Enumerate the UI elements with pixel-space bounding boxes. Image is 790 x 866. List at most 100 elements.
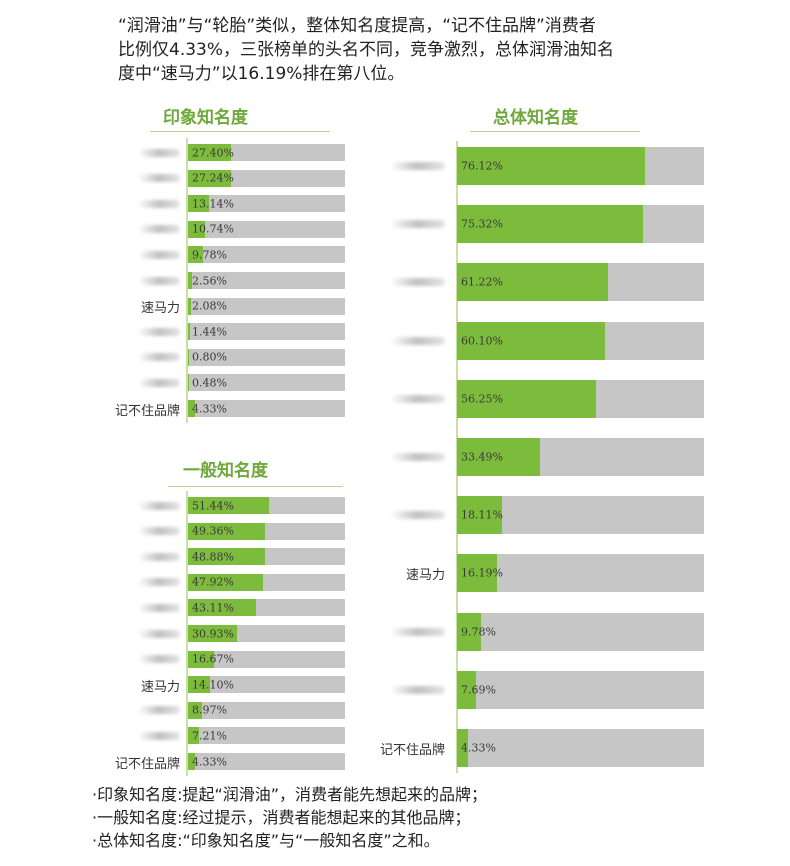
- bar-track: 7.21%: [188, 727, 345, 745]
- blurred-brand-label: [138, 225, 180, 234]
- bar: [188, 753, 195, 770]
- bar-track: 56.25%: [457, 379, 704, 418]
- blurred-brand-label: [390, 453, 445, 461]
- blurred-brand-label: [138, 706, 180, 715]
- bar-track: 75.32%: [457, 205, 704, 244]
- blurred-brand-label: [138, 250, 180, 259]
- blurred-brand-label: [138, 578, 180, 587]
- bar: [188, 548, 265, 566]
- data-label: 27.24%: [192, 171, 234, 185]
- data-label: 56.25%: [461, 392, 503, 406]
- bar: [188, 676, 211, 694]
- bar-track: 8.97%: [188, 701, 345, 719]
- bar: [457, 554, 497, 593]
- bar-track: 10.74%: [188, 220, 345, 238]
- bar: [457, 729, 468, 767]
- bar: [188, 195, 209, 213]
- data-label: 9.78%: [461, 625, 496, 639]
- data-label: 2.08%: [192, 299, 227, 313]
- data-label: 14.10%: [192, 678, 234, 692]
- title-underline: [168, 486, 343, 487]
- bar: [188, 522, 266, 540]
- bar-track: 47.92%: [188, 573, 345, 591]
- bar-track: 51.44%: [188, 497, 345, 514]
- blurred-brand-label: [390, 278, 445, 287]
- blurred-brand-label: [390, 685, 445, 694]
- data-label: 10.74%: [192, 222, 234, 236]
- data-label: 13.14%: [192, 197, 234, 211]
- bar-track: 48.88%: [188, 548, 345, 566]
- bar-track: 27.40%: [188, 144, 345, 161]
- bar-track: 30.93%: [188, 625, 345, 642]
- bar: [188, 220, 205, 238]
- data-label: 49.36%: [192, 524, 234, 538]
- bar: [457, 205, 644, 244]
- data-label: 33.49%: [461, 450, 503, 464]
- bar: [188, 144, 232, 161]
- bar: [188, 323, 191, 341]
- data-label: 18.11%: [461, 508, 503, 522]
- bar-track: 2.08%: [188, 297, 345, 315]
- bar-track: 0.48%: [188, 374, 345, 392]
- blurred-brand-label: [138, 655, 180, 664]
- data-label: 51.44%: [192, 499, 234, 512]
- bar-track: 9.78%: [188, 246, 345, 264]
- bar: [188, 374, 189, 392]
- note-line: ·印象知名度:提起“润滑油”，消费者能先想起来的品牌；: [92, 785, 488, 804]
- blurred-brand-label: [138, 603, 180, 612]
- category-label: 记不住品牌: [114, 756, 180, 772]
- bar: [188, 727, 200, 745]
- bar: [457, 147, 646, 185]
- blurred-brand-label: [390, 220, 445, 229]
- intro-line: 度中“速马力”以16.19%排在第八位。: [118, 64, 405, 84]
- chart-title: 一般知名度: [183, 461, 268, 481]
- bar-track: 27.24%: [188, 169, 345, 187]
- chart-title: 印象知名度: [163, 108, 248, 128]
- data-label: 30.93%: [192, 627, 234, 640]
- title-underline: [150, 131, 330, 132]
- blurred-brand-label: [138, 552, 180, 561]
- bar-track: 13.14%: [188, 195, 345, 213]
- bar: [188, 650, 215, 668]
- bar-track: 4.33%: [188, 753, 345, 770]
- definition-notes: ·印象知名度:提起“润滑油”，消费者能先想起来的品牌； ·一般知名度:经过提示，…: [92, 783, 487, 852]
- blurred-brand-label: [390, 394, 445, 403]
- chart-axis: [186, 491, 188, 776]
- bar-track: 60.10%: [457, 321, 704, 360]
- blurred-brand-label: [138, 276, 180, 285]
- bar: [188, 348, 190, 366]
- blurred-brand-label: [390, 511, 445, 520]
- bar: [188, 701, 203, 719]
- data-label: 4.33%: [192, 402, 227, 415]
- data-label: 9.78%: [192, 248, 227, 262]
- blurred-brand-label: [138, 629, 180, 638]
- blurred-brand-label: [138, 501, 180, 510]
- bar-track: 76.12%: [457, 147, 704, 185]
- data-label: 48.88%: [192, 550, 234, 564]
- bar: [188, 246, 204, 264]
- title-underline: [470, 131, 640, 132]
- data-label: 8.97%: [192, 703, 227, 717]
- intro-line: 比例仅4.33%，三张榜单的头名不同，竞争激烈，总体润滑油知名: [118, 40, 615, 60]
- data-label: 47.92%: [192, 575, 234, 589]
- bar: [457, 670, 476, 709]
- blurred-brand-label: [138, 527, 180, 536]
- intro-line: “润滑油”与“轮胎”类似，整体知名度提高，“记不住品牌”消费者: [118, 16, 596, 36]
- category-label: 速马力: [140, 301, 180, 317]
- bar: [457, 321, 606, 360]
- blurred-brand-label: [390, 627, 445, 636]
- bar: [188, 169, 231, 187]
- category-label: 记不住品牌: [114, 403, 180, 419]
- data-label: 27.40%: [192, 146, 234, 159]
- chart-title: 总体知名度: [493, 108, 578, 128]
- blurred-brand-label: [138, 327, 180, 336]
- bar-track: 9.78%: [457, 612, 704, 651]
- blurred-brand-label: [138, 174, 180, 183]
- bar: [188, 272, 193, 289]
- bar-track: 7.69%: [457, 670, 704, 709]
- bar-track: 33.49%: [457, 438, 704, 476]
- note-line: ·一般知名度:经过提示，消费者能想起来的其他品牌；: [92, 808, 471, 827]
- bar: [188, 297, 192, 315]
- data-label: 7.21%: [192, 729, 227, 743]
- blurred-brand-label: [138, 378, 180, 387]
